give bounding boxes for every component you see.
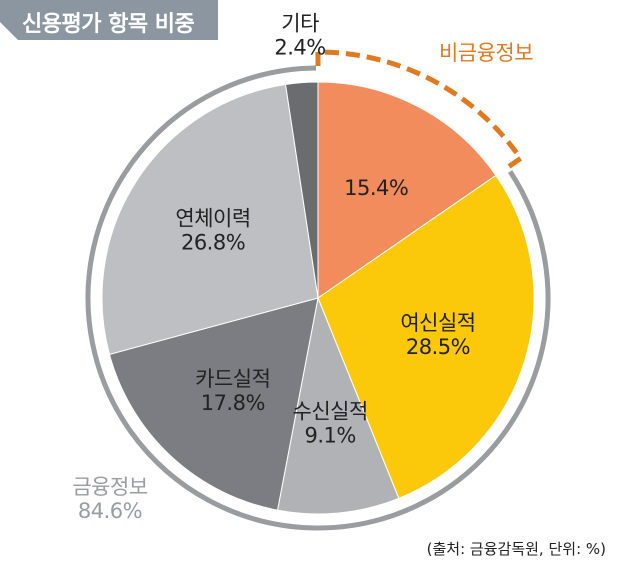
- non-financial-group-label: 비금융정보: [439, 41, 533, 65]
- slice-value-label: 2.4%: [274, 36, 325, 60]
- financial-group-label: 금융정보: [72, 475, 147, 499]
- slice-label: 수신실적: [293, 400, 368, 424]
- slice-value-label: 9.1%: [305, 424, 356, 448]
- financial-group-ring: [85, 65, 551, 531]
- non-financial-group-bracket: [315, 49, 525, 169]
- slice-label: 연체이력: [175, 207, 250, 231]
- slice-label: 여신실적: [400, 311, 475, 335]
- pie-slice: [317, 174, 535, 499]
- slice-label: 카드실적: [195, 367, 270, 391]
- pie-slice: [317, 81, 497, 299]
- financial-group-value: 84.6%: [78, 499, 142, 523]
- source-note: (출처: 금융감독원, 단위: %): [426, 540, 606, 558]
- slice-value-label: 17.8%: [201, 391, 265, 415]
- chart-title: 신용평가 항목 비중: [22, 12, 195, 37]
- title-banner: [0, 0, 218, 40]
- pie-slice: [101, 83, 319, 355]
- slice-value-label: 15.4%: [344, 176, 408, 200]
- slice-value-label: 28.5%: [406, 335, 470, 359]
- slice-value-label: 26.8%: [181, 231, 245, 255]
- pie-slice: [284, 81, 319, 299]
- slice-label: 기타: [281, 12, 319, 36]
- pie-slice: [108, 297, 319, 511]
